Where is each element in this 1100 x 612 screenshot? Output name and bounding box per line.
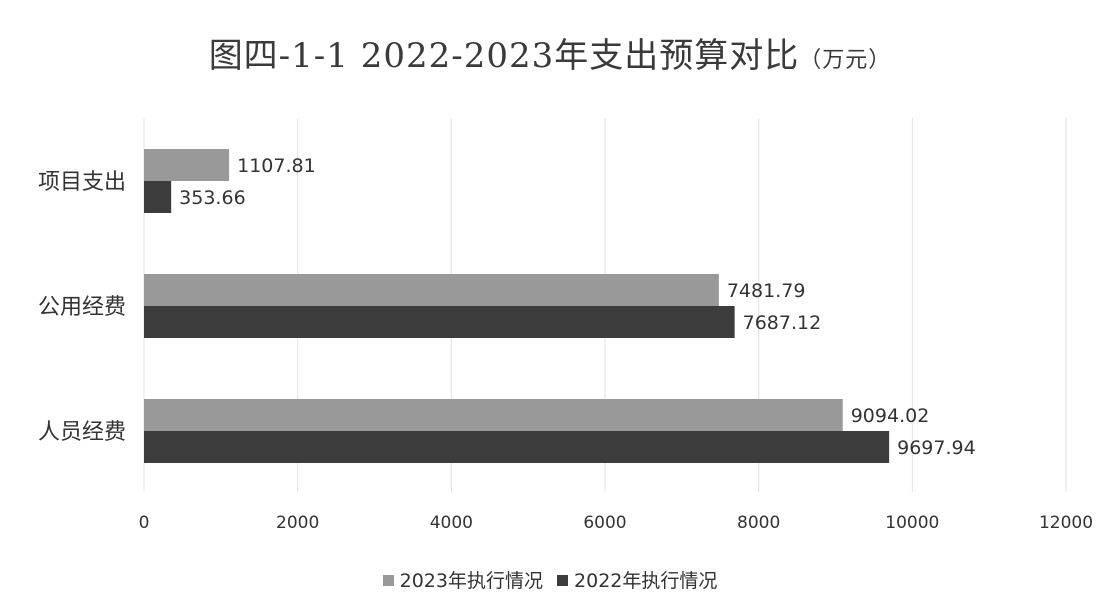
bar-2022 bbox=[144, 431, 890, 463]
x-tick-label: 2000 bbox=[276, 513, 319, 533]
bar-data-label: 7687.12 bbox=[743, 312, 822, 334]
bar-data-label: 9094.02 bbox=[851, 405, 930, 427]
x-tick-label: 12000 bbox=[1039, 513, 1093, 533]
x-tick-label: 10000 bbox=[885, 513, 939, 533]
bar-data-label: 9697.94 bbox=[897, 437, 976, 459]
bar-data-label: 7481.79 bbox=[727, 280, 806, 302]
bar-data-label: 353.66 bbox=[179, 187, 245, 209]
y-category-label: 项目支出 bbox=[38, 170, 126, 195]
y-category-label: 公用经费 bbox=[38, 295, 126, 320]
bar-2022 bbox=[144, 181, 172, 213]
legend-item-2022: 2022年执行情况 bbox=[557, 566, 717, 593]
x-tick-label: 6000 bbox=[583, 513, 626, 533]
legend-swatch-2023 bbox=[382, 575, 394, 586]
bar-2023 bbox=[144, 399, 843, 431]
chart-title-unit: （万元） bbox=[799, 48, 892, 73]
chart-title: 图四-1-1 2022-2023年支出预算对比（万元） bbox=[0, 28, 1100, 77]
bar-data-label: 1107.81 bbox=[237, 155, 316, 177]
y-category-label: 人员经费 bbox=[38, 420, 126, 445]
x-tick-label: 4000 bbox=[430, 513, 473, 533]
legend-label-2022: 2022年执行情况 bbox=[574, 570, 718, 592]
legend-swatch-2022 bbox=[557, 575, 569, 586]
chart-title-text: 图四-1-1 2022-2023年支出预算对比 bbox=[208, 36, 800, 76]
bar-2023 bbox=[144, 274, 719, 306]
x-tick-label: 0 bbox=[139, 513, 150, 533]
bar-2022 bbox=[144, 306, 735, 338]
chart-legend: 2023年执行情况 2022年执行情况 bbox=[0, 566, 1100, 593]
legend-item-2023: 2023年执行情况 bbox=[382, 566, 543, 593]
bar-2023 bbox=[144, 149, 230, 181]
x-tick-label: 8000 bbox=[737, 513, 780, 533]
legend-label-2023: 2023年执行情况 bbox=[399, 570, 543, 592]
